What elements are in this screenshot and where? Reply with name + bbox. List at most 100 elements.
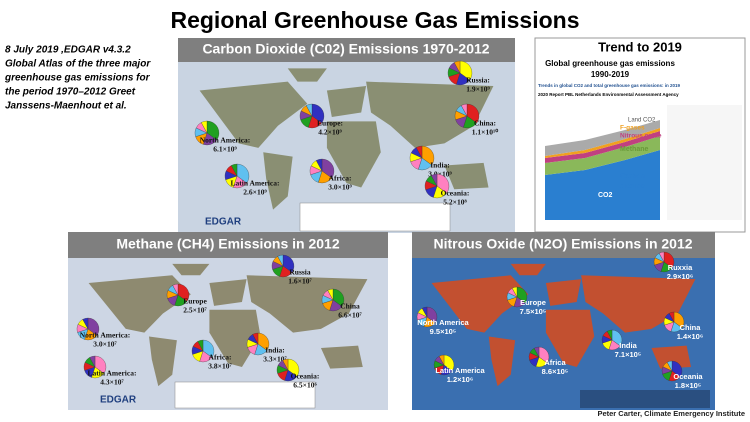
pie-slice: [658, 251, 665, 263]
pie-slice: [516, 286, 528, 304]
region-value: 6.1×10⁹: [213, 145, 237, 154]
trend-label: CO2: [598, 192, 613, 199]
logo: EDGAR: [100, 395, 137, 406]
panel-title: Carbon Dioxide (C02) Emissions 1970-2012: [202, 41, 489, 57]
map-legend: [299, 202, 451, 232]
region-name: India: [619, 341, 637, 350]
pie-slice: [89, 355, 96, 368]
pie-slice: [287, 358, 300, 377]
pie-slice: [606, 329, 613, 341]
region-name: Europe:: [317, 119, 343, 128]
region-name: North America:: [80, 331, 131, 340]
region-value: 2.9×10⁶: [667, 272, 694, 281]
pie-slice: [459, 60, 473, 81]
citation-line: Janssens-Maenhout et al.: [5, 101, 127, 112]
pie-slice: [311, 103, 325, 124]
pie-slice: [87, 317, 100, 336]
pie-slice: [533, 346, 540, 358]
region-name: China: [340, 302, 360, 311]
pie-slice: [316, 158, 323, 172]
citation-line: Global Atlas of the three major: [5, 59, 151, 70]
pie-slice: [327, 288, 334, 301]
trend-label: Carbon: [620, 173, 645, 180]
pie-slice: [421, 145, 435, 166]
region-name: India:: [265, 346, 285, 355]
pie-slice: [277, 254, 284, 267]
region-value: 3.8×10⁷: [208, 362, 232, 371]
region-value: 9.5×10⁵: [430, 327, 457, 336]
pie-slice: [416, 145, 423, 159]
logo: EDGAR: [205, 217, 242, 228]
citation-line: greenhouse gas emissions for: [4, 73, 151, 84]
region-value: 8.6×10⁵: [542, 367, 569, 376]
region-name: Russia: [289, 268, 311, 277]
region-value: 2.6×10⁹: [243, 188, 267, 197]
co2-panel: Carbon Dioxide (C02) Emissions 1970-2012…: [178, 38, 515, 233]
pie-slice: [668, 311, 675, 323]
n2o-panel: Nitrous Oxide (N2O) Emissions in 2012: [412, 232, 715, 410]
methane-area: [545, 136, 660, 175]
pie-slice: [252, 332, 259, 345]
region-value: 7.5×10⁵: [520, 307, 547, 316]
pie-slice: [332, 288, 345, 307]
citation-line: the period 1970–2012 Greet: [5, 87, 136, 98]
region-value: 1.1×10¹⁰: [472, 128, 499, 137]
trend-label: Nitrous oxide: [620, 133, 662, 140]
pie-slice: [197, 339, 204, 352]
pie-slice: [671, 360, 683, 378]
panel-header: [68, 232, 388, 258]
region-value: 1.6×10⁷: [288, 277, 312, 286]
pie-slice: [202, 339, 215, 358]
pie-slice: [454, 60, 461, 74]
pie-slice: [201, 120, 208, 134]
fgas-area: [545, 128, 660, 158]
trend-panel: Trend to 2019 Global greenhouse gas emis…: [534, 37, 746, 233]
region-value: 3.0×10⁷: [93, 340, 117, 349]
region-value: 1.2×10⁶: [447, 375, 474, 384]
region-name: North America: [417, 318, 469, 327]
pie-slice: [421, 306, 428, 318]
pie-slice: [231, 163, 238, 177]
pie-slice: [236, 163, 250, 184]
pie-slice: [172, 283, 179, 296]
region-name: Europe: [520, 298, 546, 307]
n2o-area: [545, 131, 660, 163]
trend-legend: [667, 105, 742, 220]
pie-slice: [438, 354, 445, 366]
pie-slice: [663, 251, 675, 269]
pie-slice: [466, 103, 480, 124]
region-name: India:: [430, 161, 450, 170]
region-name: Africa:: [209, 353, 232, 362]
pie-slice: [673, 311, 685, 329]
trend-label: dioxide: [620, 183, 645, 190]
region-name: Europe: [183, 297, 207, 306]
region-name: Ruxxia: [668, 263, 693, 272]
region-value: 6.6×10⁷: [338, 311, 362, 320]
credit: Peter Carter, Climate Emergency Institut…: [597, 409, 745, 418]
trend-title: Trend to 2019: [598, 39, 682, 54]
pie-slice: [666, 360, 673, 372]
region-name: China: [680, 323, 702, 332]
pie-slice: [461, 103, 468, 117]
region-name: Latin America:: [88, 369, 137, 378]
region-value: 5.2×10⁸: [443, 198, 467, 207]
trend-chart-title: Global greenhouse gas emissions: [545, 59, 675, 68]
pie-slice: [436, 173, 450, 194]
region-name: North America:: [200, 136, 251, 145]
pie-slice: [94, 355, 107, 374]
pie-slice: [282, 254, 295, 273]
citation: 8 July 2019 ,EDGAR v4.3.2 Global Atlas o…: [4, 45, 151, 112]
pie-slice: [431, 173, 438, 187]
pie-slice: [443, 354, 455, 372]
region-name: Oceania:: [291, 372, 320, 381]
region-value: 6.5×10⁶: [293, 381, 317, 390]
map-legend: [174, 381, 316, 409]
region-value: 3.0×10⁹: [428, 170, 452, 179]
trend-source: 2020 Report PBL Netherlands Environmenta…: [538, 92, 679, 97]
citation-line: 8 July 2019 ,EDGAR v4.3.2: [5, 45, 131, 56]
trend-label: Methane: [620, 146, 649, 153]
region-name: Africa:: [329, 174, 352, 183]
region-value: 2.5×10⁷: [183, 306, 207, 315]
pie-slice: [321, 158, 335, 179]
